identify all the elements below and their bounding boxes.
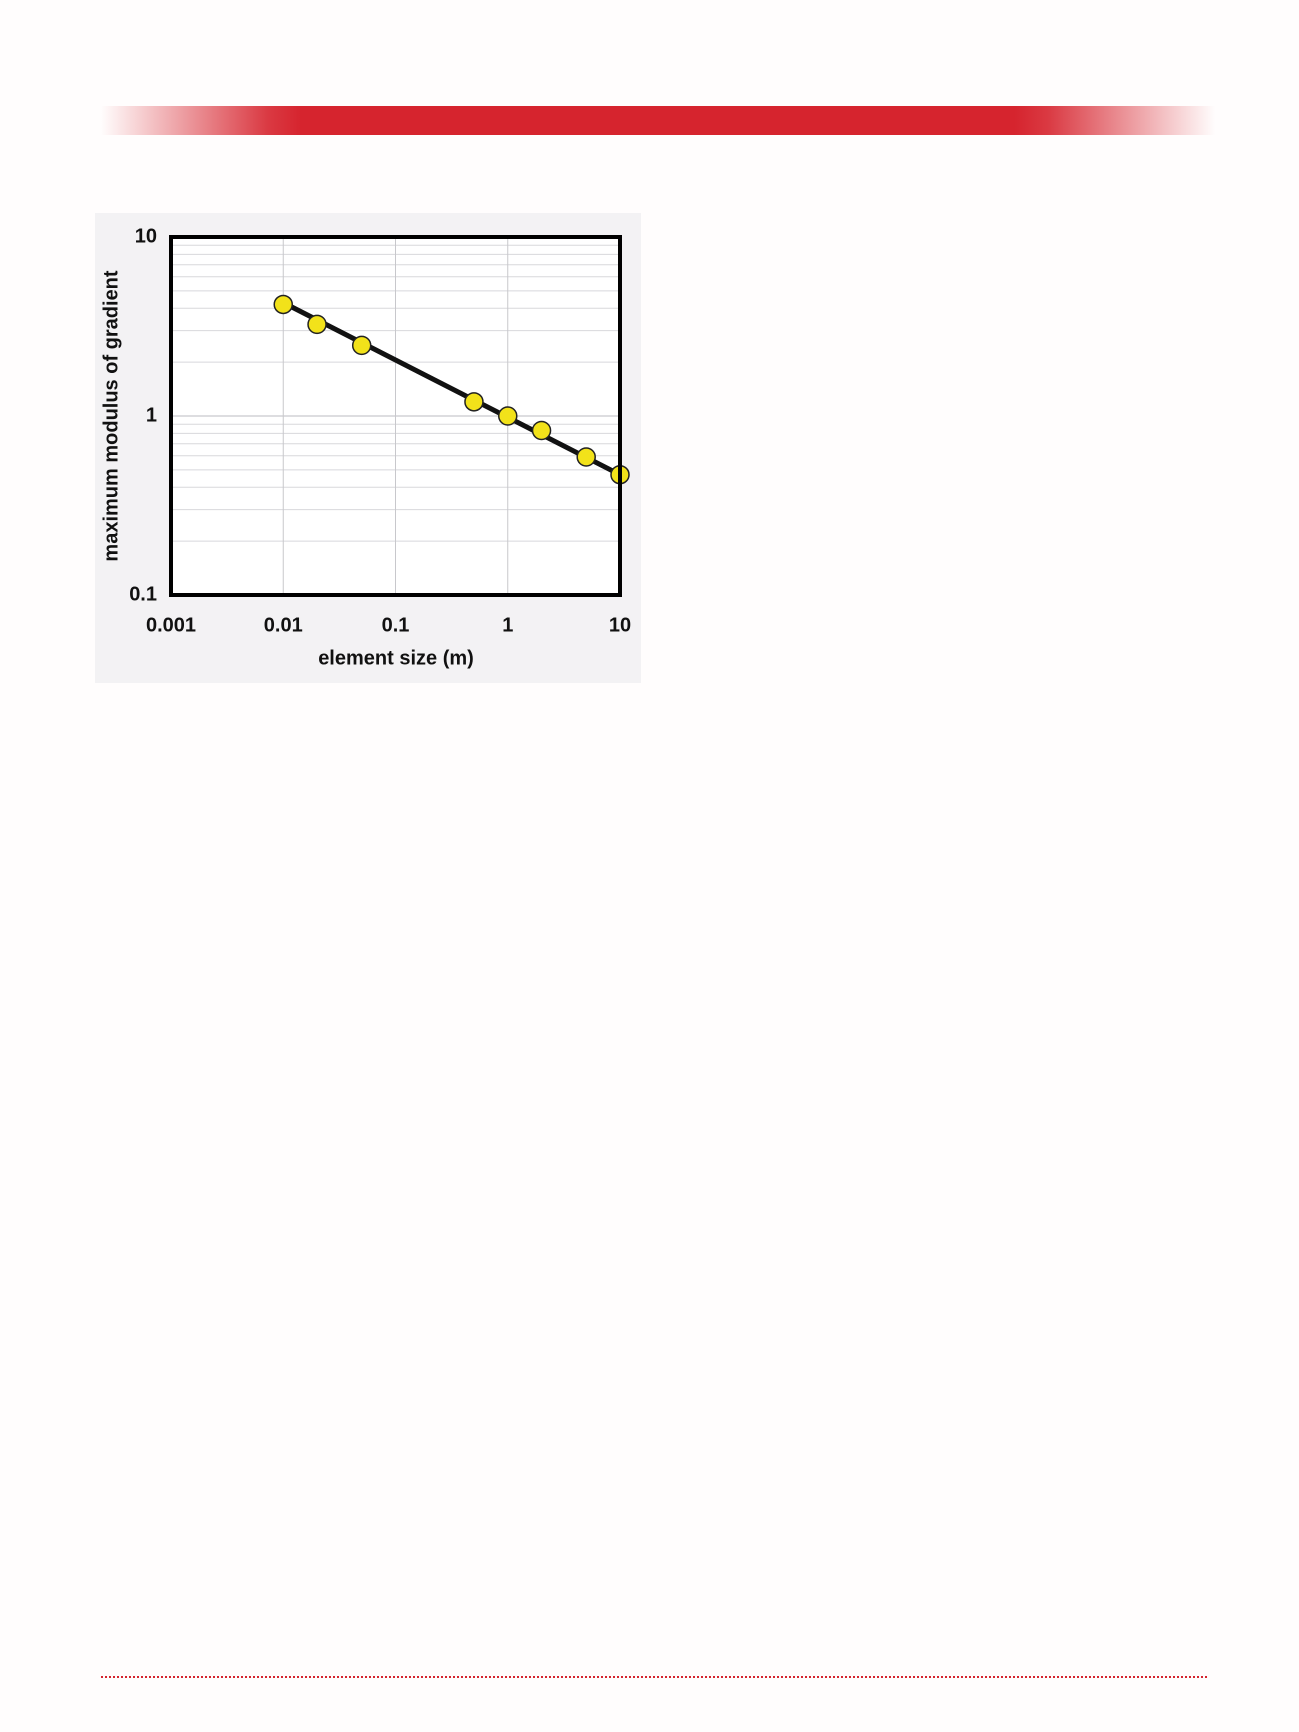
grid — [170, 236, 621, 596]
x-tick-label: 0.001 — [146, 614, 196, 636]
data-point — [351, 335, 372, 356]
x-tick-label: 10 — [609, 614, 631, 636]
y-tick-label: 0.1 — [129, 583, 157, 605]
y-tick-label: 1 — [146, 404, 157, 426]
data-point — [273, 294, 293, 315]
fit-line — [282, 300, 622, 477]
data-point — [576, 447, 596, 467]
x-axis-label: element size (m) — [318, 647, 474, 669]
data-point — [464, 392, 484, 412]
data-point — [498, 406, 518, 426]
x-tick-label: 0.01 — [264, 614, 303, 636]
header-bar — [101, 106, 1215, 135]
y-tick-label: 10 — [135, 225, 157, 247]
footer-rule — [101, 1676, 1207, 1678]
data-point — [531, 420, 552, 441]
marks — [273, 294, 630, 485]
x-tick-label: 1 — [502, 614, 513, 636]
data-point — [307, 314, 327, 335]
plot-frame — [169, 235, 622, 597]
y-axis-label: maximum modulus of gradient — [100, 270, 122, 561]
x-tick-label: 0.1 — [382, 614, 410, 636]
